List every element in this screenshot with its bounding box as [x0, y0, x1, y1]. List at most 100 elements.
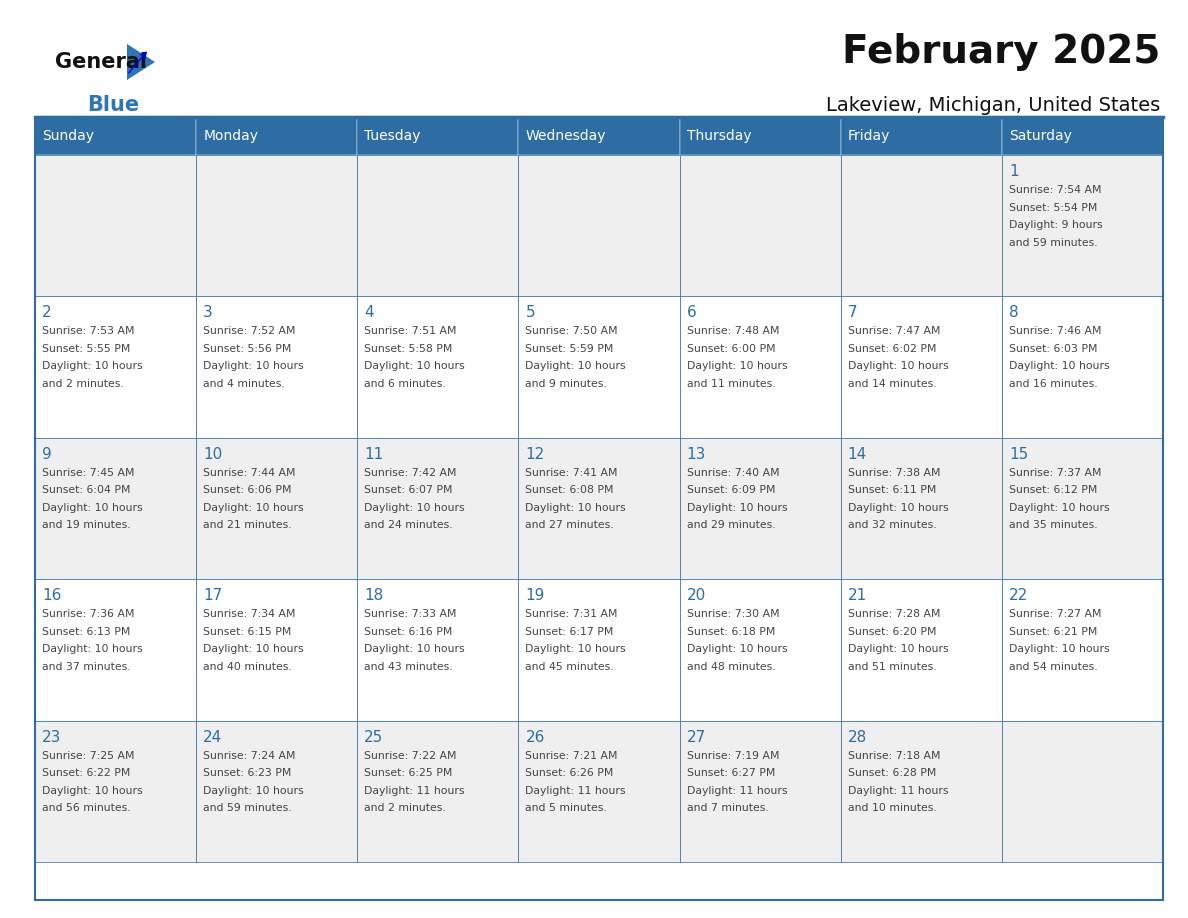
Bar — [518, 297, 680, 438]
Text: Sunrise: 7:25 AM: Sunrise: 7:25 AM — [42, 751, 134, 761]
Bar — [518, 579, 680, 721]
Bar — [34, 438, 196, 579]
Text: 20: 20 — [687, 588, 706, 603]
Text: Sunrise: 7:37 AM: Sunrise: 7:37 AM — [1009, 468, 1101, 477]
Bar — [518, 721, 680, 862]
Text: 1: 1 — [1009, 164, 1018, 179]
Bar — [34, 297, 196, 438]
Text: Sunrise: 7:27 AM: Sunrise: 7:27 AM — [1009, 610, 1101, 620]
Text: 25: 25 — [365, 730, 384, 744]
Text: and 43 minutes.: and 43 minutes. — [365, 662, 453, 672]
Bar — [1001, 297, 1163, 438]
Text: Daylight: 11 hours: Daylight: 11 hours — [365, 786, 465, 796]
Text: Sunrise: 7:52 AM: Sunrise: 7:52 AM — [203, 327, 296, 336]
Text: Thursday: Thursday — [687, 129, 751, 143]
Text: Daylight: 10 hours: Daylight: 10 hours — [848, 503, 948, 513]
Text: Daylight: 10 hours: Daylight: 10 hours — [203, 644, 304, 655]
Text: Sunset: 5:58 PM: Sunset: 5:58 PM — [365, 344, 453, 354]
Text: 17: 17 — [203, 588, 222, 603]
Text: Sunrise: 7:22 AM: Sunrise: 7:22 AM — [365, 751, 456, 761]
Text: Daylight: 11 hours: Daylight: 11 hours — [848, 786, 948, 796]
Text: 26: 26 — [525, 730, 545, 744]
Bar — [196, 155, 358, 297]
Text: Daylight: 10 hours: Daylight: 10 hours — [687, 644, 788, 655]
Text: Sunset: 6:25 PM: Sunset: 6:25 PM — [365, 768, 453, 778]
Text: 8: 8 — [1009, 306, 1018, 320]
Text: and 14 minutes.: and 14 minutes. — [848, 379, 936, 389]
Text: and 45 minutes.: and 45 minutes. — [525, 662, 614, 672]
Bar — [34, 117, 196, 155]
Bar — [358, 117, 518, 155]
Text: Daylight: 10 hours: Daylight: 10 hours — [848, 644, 948, 655]
Text: and 2 minutes.: and 2 minutes. — [42, 379, 124, 389]
Text: Sunrise: 7:41 AM: Sunrise: 7:41 AM — [525, 468, 618, 477]
Text: Daylight: 10 hours: Daylight: 10 hours — [203, 362, 304, 372]
Bar — [358, 721, 518, 862]
Text: 21: 21 — [848, 588, 867, 603]
Bar — [196, 297, 358, 438]
Text: Sunrise: 7:38 AM: Sunrise: 7:38 AM — [848, 468, 940, 477]
Bar — [358, 438, 518, 579]
Text: Sunset: 6:13 PM: Sunset: 6:13 PM — [42, 627, 131, 637]
Text: Sunset: 6:22 PM: Sunset: 6:22 PM — [42, 768, 131, 778]
Text: and 11 minutes.: and 11 minutes. — [687, 379, 776, 389]
Text: Tuesday: Tuesday — [365, 129, 421, 143]
Text: Sunset: 6:20 PM: Sunset: 6:20 PM — [848, 627, 936, 637]
Text: Sunrise: 7:33 AM: Sunrise: 7:33 AM — [365, 610, 456, 620]
Bar — [358, 579, 518, 721]
Text: Sunrise: 7:54 AM: Sunrise: 7:54 AM — [1009, 185, 1101, 195]
Text: Daylight: 11 hours: Daylight: 11 hours — [525, 786, 626, 796]
Bar — [1001, 721, 1163, 862]
Text: Sunrise: 7:50 AM: Sunrise: 7:50 AM — [525, 327, 618, 336]
Text: Daylight: 10 hours: Daylight: 10 hours — [365, 362, 465, 372]
Text: Sunrise: 7:21 AM: Sunrise: 7:21 AM — [525, 751, 618, 761]
Text: Sunrise: 7:40 AM: Sunrise: 7:40 AM — [687, 468, 779, 477]
Text: Sunrise: 7:36 AM: Sunrise: 7:36 AM — [42, 610, 134, 620]
Text: Sunrise: 7:44 AM: Sunrise: 7:44 AM — [203, 468, 296, 477]
Bar — [680, 117, 841, 155]
Bar — [1001, 155, 1163, 297]
Bar — [841, 155, 1001, 297]
Bar — [1001, 579, 1163, 721]
Text: Sunset: 6:07 PM: Sunset: 6:07 PM — [365, 486, 453, 496]
Text: Daylight: 10 hours: Daylight: 10 hours — [365, 644, 465, 655]
Text: Sunset: 5:56 PM: Sunset: 5:56 PM — [203, 344, 291, 354]
Text: Sunset: 6:04 PM: Sunset: 6:04 PM — [42, 486, 131, 496]
Bar — [196, 721, 358, 862]
Text: Sunday: Sunday — [42, 129, 94, 143]
Bar — [358, 155, 518, 297]
Text: 16: 16 — [42, 588, 62, 603]
Text: Sunrise: 7:28 AM: Sunrise: 7:28 AM — [848, 610, 940, 620]
Text: Sunset: 6:27 PM: Sunset: 6:27 PM — [687, 768, 775, 778]
Text: 15: 15 — [1009, 447, 1028, 462]
Text: 9: 9 — [42, 447, 52, 462]
Text: Sunset: 6:09 PM: Sunset: 6:09 PM — [687, 486, 775, 496]
Bar — [680, 297, 841, 438]
Text: Lakeview, Michigan, United States: Lakeview, Michigan, United States — [826, 95, 1159, 115]
Bar — [518, 155, 680, 297]
Text: Sunset: 5:54 PM: Sunset: 5:54 PM — [1009, 203, 1098, 212]
Text: February 2025: February 2025 — [841, 33, 1159, 71]
Text: Sunset: 5:55 PM: Sunset: 5:55 PM — [42, 344, 131, 354]
Text: Sunset: 5:59 PM: Sunset: 5:59 PM — [525, 344, 614, 354]
Text: Sunrise: 7:31 AM: Sunrise: 7:31 AM — [525, 610, 618, 620]
Bar — [1001, 438, 1163, 579]
Text: Blue: Blue — [87, 95, 139, 115]
Text: and 2 minutes.: and 2 minutes. — [365, 803, 446, 813]
Bar — [34, 579, 196, 721]
Text: 4: 4 — [365, 306, 374, 320]
Text: Daylight: 10 hours: Daylight: 10 hours — [1009, 644, 1110, 655]
Text: Daylight: 10 hours: Daylight: 10 hours — [42, 644, 143, 655]
Text: and 51 minutes.: and 51 minutes. — [848, 662, 936, 672]
Text: 13: 13 — [687, 447, 706, 462]
Bar — [680, 155, 841, 297]
Bar — [358, 297, 518, 438]
Text: Friday: Friday — [848, 129, 890, 143]
Text: and 10 minutes.: and 10 minutes. — [848, 803, 936, 813]
Text: 24: 24 — [203, 730, 222, 744]
Text: and 32 minutes.: and 32 minutes. — [848, 521, 936, 531]
Text: Daylight: 9 hours: Daylight: 9 hours — [1009, 220, 1102, 230]
Text: Daylight: 10 hours: Daylight: 10 hours — [687, 503, 788, 513]
Text: 22: 22 — [1009, 588, 1028, 603]
Text: Sunset: 6:08 PM: Sunset: 6:08 PM — [525, 486, 614, 496]
